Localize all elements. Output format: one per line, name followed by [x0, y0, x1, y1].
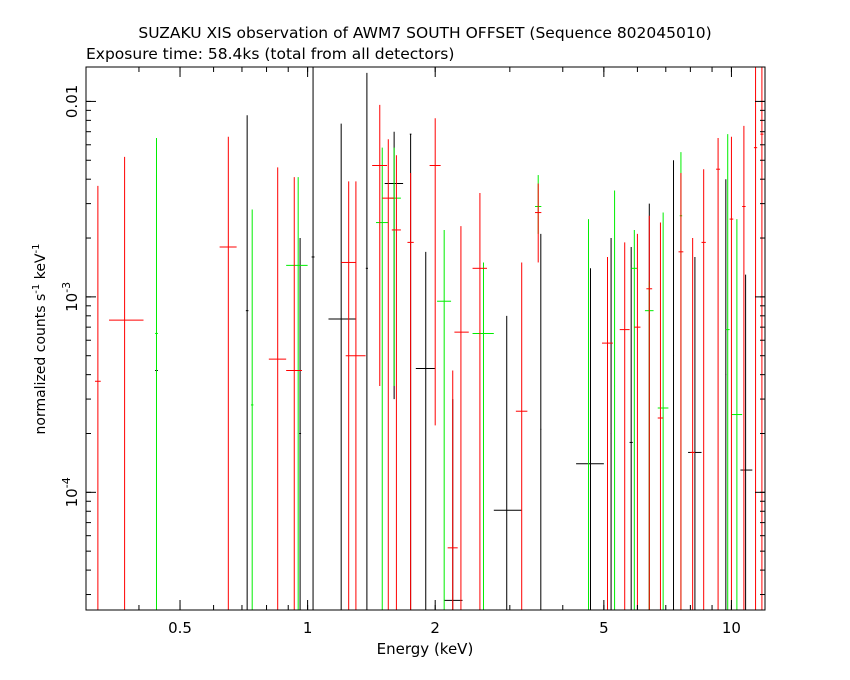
data-point — [701, 169, 706, 610]
y-tick-base: 10 — [63, 293, 81, 312]
data-point — [286, 177, 303, 610]
data-point — [688, 256, 702, 610]
data-point — [109, 156, 144, 610]
chart-title: SUZAKU XIS observation of AWM7 SOUTH OFF… — [138, 24, 711, 42]
data-point — [268, 167, 287, 610]
data-point — [576, 268, 604, 610]
data-point — [391, 155, 401, 610]
y-axis-label-unit: keV — [33, 253, 49, 284]
data-point — [299, 238, 302, 610]
data-point — [372, 104, 388, 386]
y-axis-label-exp2: -1 — [31, 244, 42, 254]
data-point — [250, 209, 254, 610]
data-point — [535, 183, 542, 263]
data-point — [429, 118, 441, 426]
data-point — [614, 190, 616, 610]
data-point — [472, 262, 494, 610]
data-point — [376, 147, 389, 610]
data-point — [657, 222, 664, 610]
data-point — [515, 262, 528, 610]
data-point — [678, 173, 684, 610]
data-point — [657, 212, 669, 610]
data-point — [634, 233, 641, 610]
plot-frame — [85, 66, 766, 611]
data-point — [493, 315, 522, 610]
y-axis-label-exp1: -1 — [31, 284, 42, 294]
data-point — [444, 399, 463, 610]
y-tick-exponent: -4 — [60, 477, 73, 488]
y-tick-label: 10-3 — [60, 282, 81, 312]
data-point — [631, 229, 638, 610]
data-point — [447, 370, 458, 610]
data-point — [472, 192, 487, 610]
data-point — [725, 134, 730, 610]
x-tick-label: 5 — [599, 619, 609, 637]
data-point — [382, 139, 395, 610]
data-point — [602, 256, 613, 610]
data-point — [731, 219, 743, 610]
data-point — [629, 246, 633, 610]
data-point — [219, 136, 237, 610]
x-tick-label: 2 — [430, 619, 440, 637]
data-point — [94, 185, 101, 610]
y-axis-label: normalized counts s-1 keV-1 — [31, 244, 49, 435]
x-axis-label: Energy (keV) — [377, 640, 474, 658]
data-point — [753, 67, 758, 610]
data-point — [345, 181, 366, 610]
x-tick-label: 1 — [303, 619, 313, 637]
y-axis-label-text: normalized counts s — [33, 294, 49, 435]
x-tick-label: 10 — [722, 619, 741, 637]
data-point — [619, 242, 630, 610]
data-point — [588, 219, 590, 610]
data-point — [610, 238, 612, 610]
plot-data — [94, 67, 764, 610]
data-point — [690, 238, 695, 610]
y-tick-base: 10 — [63, 488, 81, 507]
x-tick-label: 0.5 — [168, 619, 192, 637]
data-point — [365, 72, 368, 610]
data-point — [341, 181, 356, 610]
data-series — [94, 67, 764, 610]
data-point — [155, 137, 158, 610]
data-point — [540, 233, 542, 610]
y-tick-exponent: -3 — [60, 282, 73, 293]
data-point — [760, 67, 764, 610]
data-point — [245, 115, 249, 610]
data-point — [328, 123, 356, 610]
chart-subtitle: Exposure time: 58.4ks (total from all de… — [86, 45, 454, 63]
data-point — [673, 160, 675, 610]
data-point — [742, 125, 746, 610]
data-point — [311, 67, 315, 610]
data-point — [415, 251, 436, 610]
data-point — [286, 177, 308, 610]
data-point — [454, 226, 469, 610]
data-point — [725, 179, 727, 610]
data-point — [437, 229, 452, 610]
y-tick-label: 0.01 — [63, 85, 81, 118]
data-point — [407, 173, 414, 610]
data-point — [646, 215, 653, 610]
data-point — [729, 136, 734, 610]
data-point — [716, 137, 721, 610]
data-point — [740, 274, 753, 610]
y-tick-label: 10-4 — [60, 477, 81, 507]
data-series — [155, 134, 743, 610]
